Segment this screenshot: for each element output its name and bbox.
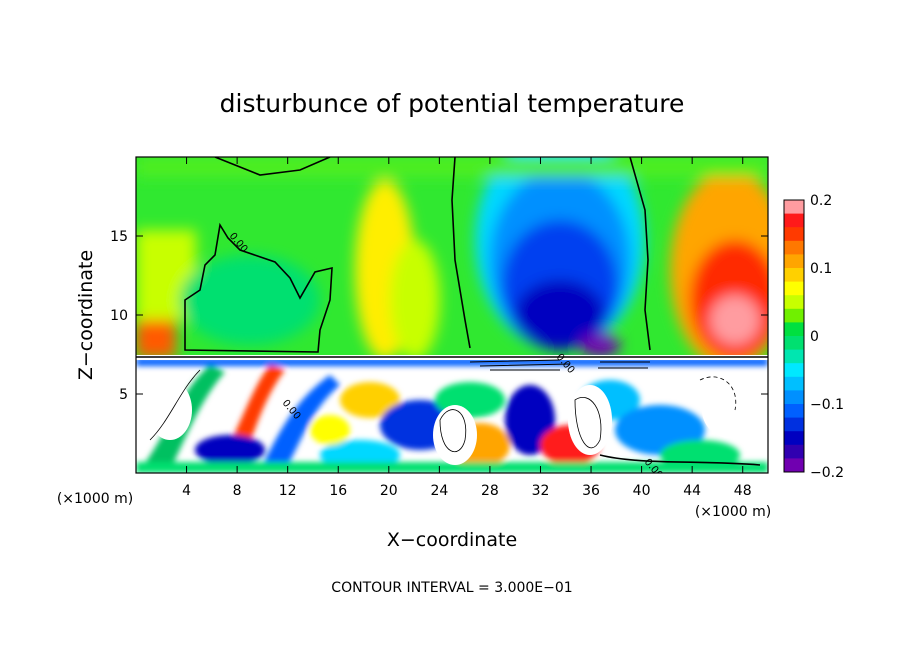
x-tick-label: 20 [380, 483, 398, 499]
contour-line [184, 222, 333, 353]
contour-line [439, 409, 467, 452]
colorbar-swatch [784, 295, 804, 310]
contour-line [214, 157, 331, 176]
x-tick-label: 32 [532, 483, 550, 499]
contour-line [149, 369, 201, 441]
y-axis-label: Z−coordinate [75, 250, 97, 380]
colorbar-swatch [784, 458, 804, 473]
x-tick-label: 28 [481, 483, 499, 499]
colorbar-swatch [784, 376, 804, 391]
colorbar: 0.2 0.1 0 −0.1 −0.2 [783, 193, 844, 481]
x-unit-label-left: (×1000 m) [57, 491, 133, 507]
x-tick-label: 36 [582, 483, 600, 499]
colorbar-swatch [784, 281, 804, 296]
colorbar-swatch [784, 417, 804, 432]
contour-line [451, 157, 471, 349]
y-axis: 5 10 15 [110, 229, 768, 403]
x-tick-label: 8 [233, 483, 242, 499]
colorbar-swatch [784, 363, 804, 378]
x-tick-label: 48 [734, 483, 752, 499]
boundary-contours [469, 359, 650, 371]
colorbar-tick-label: 0.1 [810, 261, 832, 277]
colorbar-swatch [784, 322, 804, 337]
colorbar-tick-label: 0.2 [810, 193, 832, 209]
colorbar-tick-label: −0.2 [810, 465, 844, 481]
contour-line [699, 376, 737, 411]
y-tick-label: 15 [110, 229, 128, 245]
colorbar-swatch [784, 268, 804, 283]
colorbar-swatch [784, 240, 804, 255]
colorbar-swatch [784, 390, 804, 405]
x-tick-label: 44 [683, 483, 701, 499]
colorbar-frame [783, 199, 805, 473]
heatmap-field: 0.000.000.000.00 [136, 157, 768, 473]
x-tick-label: 12 [279, 483, 297, 499]
y-tick-label: 5 [119, 387, 128, 403]
colorbar-swatch [784, 336, 804, 351]
upper-layer [136, 157, 768, 358]
colorbar-swatch [784, 227, 804, 242]
x-axis: 4 8 12 16 20 24 28 32 36 40 44 48 [182, 157, 752, 499]
colorbar-swatch [784, 431, 804, 446]
x-tick-label: 24 [430, 483, 448, 499]
x-axis-label: X−coordinate [387, 529, 517, 551]
colorbar-swatch [784, 349, 804, 364]
colorbar-swatch [784, 444, 804, 459]
colorbar-swatch [784, 200, 804, 215]
contour-interval-note: CONTOUR INTERVAL = 3.000E−01 [331, 580, 572, 596]
x-tick-label: 40 [633, 483, 651, 499]
chart-title: disturbunce of potential temperature [220, 89, 685, 118]
colorbar-swatch [784, 404, 804, 419]
colorbar-swatch [784, 308, 804, 323]
contour-line [574, 397, 602, 449]
colorbar-swatch [784, 254, 804, 269]
lower-layer [136, 358, 768, 473]
colorbar-tick-label: −0.1 [810, 397, 844, 413]
colorbar-swatch [784, 213, 804, 228]
x-unit-label-right: (×1000 m) [695, 504, 771, 520]
y-tick-label: 10 [110, 308, 128, 324]
colorbar-tick-label: 0 [810, 329, 819, 345]
x-tick-label: 16 [329, 483, 347, 499]
contour-line [599, 454, 761, 466]
contour-line [629, 157, 651, 351]
x-tick-label: 4 [182, 483, 191, 499]
